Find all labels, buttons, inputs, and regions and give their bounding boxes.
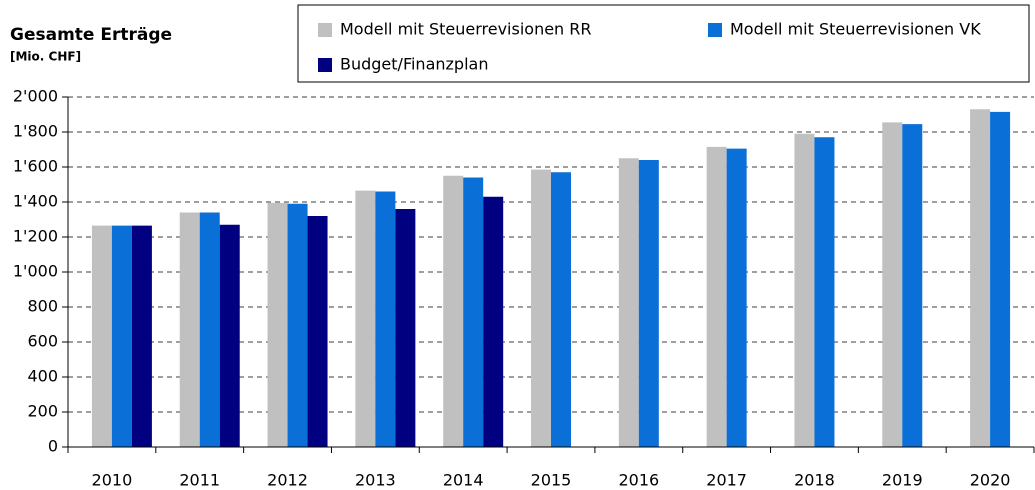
y-tick-label: 200 [27, 402, 58, 421]
bar [395, 209, 416, 447]
y-tick-label: 400 [27, 367, 58, 386]
bar [179, 212, 200, 447]
bar [219, 224, 240, 447]
bar [638, 160, 659, 447]
y-tick-label: 1'800 [13, 122, 58, 141]
bar [706, 146, 727, 447]
y-tick-label: 600 [27, 332, 58, 351]
bar [375, 191, 396, 447]
x-tick-label: 2011 [179, 471, 220, 490]
bar [990, 111, 1011, 447]
bar [307, 216, 328, 447]
bar [726, 148, 747, 447]
y-tick-label: 800 [27, 297, 58, 316]
bar [463, 177, 484, 447]
chart-subtitle: [Mio. CHF] [10, 50, 81, 64]
bar [970, 109, 991, 447]
x-tick-label: 2020 [970, 471, 1011, 490]
bar [355, 190, 376, 447]
bar [267, 202, 288, 447]
y-tick-label: 1'200 [13, 227, 58, 246]
x-tick-label: 2019 [882, 471, 923, 490]
bar [531, 169, 551, 447]
y-tick-label: 1'600 [13, 157, 58, 176]
bar [91, 225, 112, 447]
x-tick-label: 2014 [443, 471, 484, 490]
x-tick-label: 2010 [92, 471, 133, 490]
bar [794, 133, 815, 447]
bar [287, 203, 308, 447]
legend-label: Budget/Finanzplan [340, 55, 488, 74]
bar [882, 122, 903, 447]
bar [199, 212, 220, 447]
legend-swatch [318, 23, 332, 37]
y-tick-label: 1'400 [13, 192, 58, 211]
y-tick-label: 1'000 [13, 262, 58, 281]
chart-title: Gesamte Erträge [10, 25, 172, 45]
legend-swatch [318, 58, 332, 72]
x-tick-label: 2015 [531, 471, 572, 490]
bar [814, 137, 835, 447]
x-tick-label: 2016 [618, 471, 659, 490]
bar [483, 196, 504, 447]
y-tick-label: 2'000 [13, 87, 58, 106]
bar [618, 158, 639, 447]
bar [131, 225, 152, 447]
legend-label: Modell mit Steuerrevisionen VK [730, 20, 981, 39]
x-tick-label: 2012 [267, 471, 308, 490]
x-tick-label: 2018 [794, 471, 835, 490]
y-tick-label: 0 [48, 437, 58, 456]
bar [902, 124, 923, 447]
x-tick-label: 2017 [706, 471, 747, 490]
bar [443, 175, 464, 447]
bar [551, 172, 571, 447]
x-tick-label: 2013 [355, 471, 396, 490]
legend-box [297, 4, 1030, 83]
legend-label: Modell mit Steuerrevisionen RR [340, 20, 592, 39]
bar [111, 225, 132, 447]
legend-swatch [708, 23, 722, 37]
